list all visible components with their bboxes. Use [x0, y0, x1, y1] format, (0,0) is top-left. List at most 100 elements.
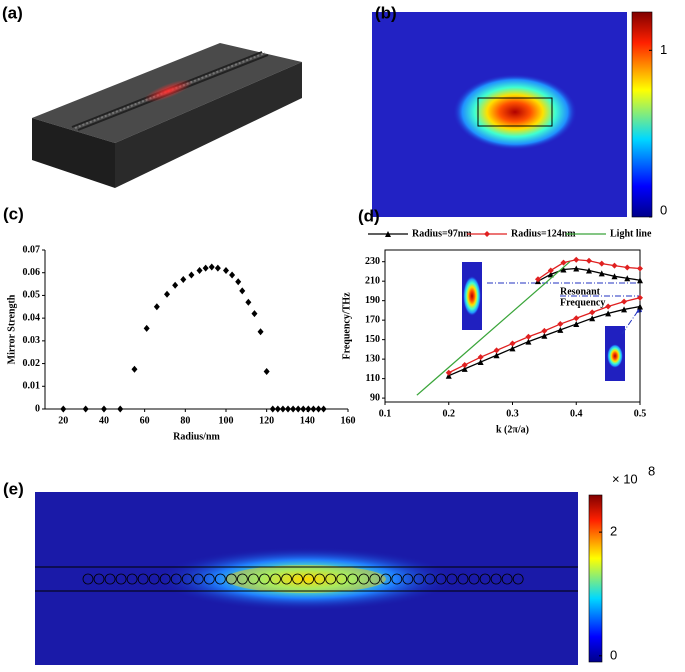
marker	[509, 340, 516, 347]
x-tick-label: 40	[99, 415, 109, 426]
marker	[589, 309, 596, 316]
marker	[637, 277, 643, 284]
hole	[137, 573, 149, 585]
point	[239, 287, 246, 295]
colorbar-tick-label: 2	[610, 524, 617, 539]
hole	[126, 573, 138, 585]
x-tick-label: 0.1	[379, 408, 392, 419]
hole	[424, 573, 436, 585]
hole	[435, 573, 447, 585]
marker	[493, 352, 500, 359]
marker	[493, 347, 500, 354]
marker	[477, 354, 484, 361]
marker	[541, 327, 548, 334]
x-tick-label: 120	[259, 415, 274, 426]
y-tick-label: 110	[366, 373, 380, 384]
y-tick-label: 130	[365, 353, 380, 364]
point	[257, 328, 264, 336]
hole	[369, 573, 381, 585]
marker	[547, 267, 554, 274]
panel-label: (a)	[2, 3, 23, 22]
hole	[148, 573, 160, 585]
marker	[637, 265, 643, 272]
panel-label: (e)	[3, 479, 24, 498]
point	[305, 405, 312, 413]
hole	[380, 573, 392, 585]
y-tick-label: 150	[365, 334, 380, 345]
marker	[385, 231, 391, 237]
marker	[598, 260, 605, 267]
marker	[525, 333, 532, 340]
marker	[557, 326, 564, 333]
hole	[225, 573, 237, 585]
hole	[501, 573, 513, 585]
hole	[413, 573, 425, 585]
hole	[457, 573, 469, 585]
colorbar-tick-label: 0	[660, 202, 667, 217]
legend-label: Light line	[610, 228, 652, 239]
colorbar	[588, 494, 603, 663]
hole	[314, 573, 326, 585]
marker	[560, 266, 567, 273]
hole	[446, 573, 458, 585]
x-axis-title: Radius/nm	[173, 431, 220, 442]
cavity-field	[35, 492, 603, 665]
hole	[292, 573, 303, 585]
colorbar-tick-label: 0	[610, 647, 617, 662]
y-tick-label: 190	[365, 295, 380, 306]
point	[310, 405, 317, 413]
x-tick-label: 0.3	[506, 408, 519, 419]
marker	[637, 303, 643, 310]
hole	[181, 573, 193, 585]
point	[279, 405, 286, 413]
y-tick-label: 210	[365, 275, 380, 286]
hole	[259, 573, 270, 585]
point	[82, 405, 89, 413]
point	[269, 405, 276, 413]
panel-label: (d)	[358, 206, 380, 225]
hole	[159, 573, 171, 585]
point	[60, 405, 67, 413]
x-tick-label: 100	[218, 415, 233, 426]
hole	[358, 573, 370, 585]
marker	[605, 303, 612, 310]
point	[208, 263, 215, 271]
marker	[560, 259, 567, 266]
point	[222, 266, 229, 274]
hole	[347, 573, 359, 585]
hole	[325, 573, 337, 585]
point	[315, 405, 322, 413]
hole	[203, 573, 215, 585]
hole	[490, 573, 502, 585]
y-tick-label: 0.05	[23, 290, 41, 301]
hole	[104, 573, 116, 585]
y-tick-label: 0	[35, 403, 40, 414]
marker	[535, 276, 541, 283]
x-axis-title: k (2π/a)	[496, 424, 529, 435]
marker	[525, 338, 532, 345]
point	[180, 276, 187, 284]
y-tick-label: 90	[370, 392, 380, 403]
point	[290, 405, 297, 413]
point	[202, 264, 209, 272]
colorbar-multiplier: × 10	[612, 471, 638, 486]
y-tick-label: 230	[365, 256, 380, 267]
x-tick-label: 80	[180, 415, 190, 426]
marker	[611, 273, 618, 280]
y-axis-title: Frequency/THz	[341, 292, 352, 360]
x-tick-label: 140	[300, 415, 315, 426]
hole	[170, 573, 182, 585]
x-tick-label: 60	[140, 415, 150, 426]
y-tick-label: 0.07	[23, 244, 41, 255]
point	[143, 324, 150, 332]
x-tick-label: 160	[341, 415, 356, 426]
marker	[624, 275, 631, 282]
x-tick-label: 0.2	[443, 408, 456, 419]
hole	[82, 573, 94, 585]
marker	[573, 256, 580, 263]
marker	[598, 270, 605, 277]
point	[117, 405, 124, 413]
y-tick-label: 0.06	[23, 267, 41, 278]
marker	[621, 306, 628, 313]
point	[188, 271, 195, 279]
